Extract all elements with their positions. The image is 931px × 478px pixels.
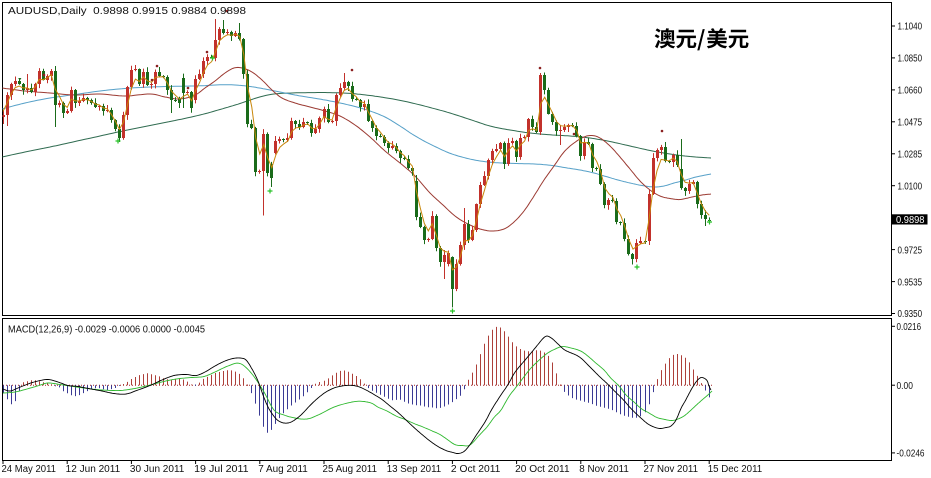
- svg-text:1.0850: 1.0850: [898, 54, 923, 65]
- svg-text:0.00: 0.00: [897, 381, 914, 392]
- svg-text:0.0216: 0.0216: [897, 322, 922, 333]
- svg-text:13 Sep 2011: 13 Sep 2011: [387, 464, 442, 475]
- svg-text:0.9535: 0.9535: [898, 277, 923, 288]
- svg-text:20 Oct 2011: 20 Oct 2011: [515, 464, 570, 475]
- svg-text:15 Dec 2011: 15 Dec 2011: [708, 464, 763, 475]
- svg-text:MACD(12,26,9) -0.0029 -0.0006: MACD(12,26,9) -0.0029 -0.0006 0.0000 -0.…: [8, 324, 205, 335]
- svg-text:AUDUSD,Daily 0.9898 0.9915 0.: AUDUSD,Daily 0.9898 0.9915 0.9884 0.9898: [8, 6, 247, 17]
- svg-text:1.0475: 1.0475: [898, 118, 923, 129]
- svg-text:-0.0246: -0.0246: [897, 449, 925, 460]
- svg-text:19 Jul 2011: 19 Jul 2011: [194, 464, 249, 475]
- svg-text:0.9898: 0.9898: [896, 215, 925, 226]
- svg-text:27 Nov 2011: 27 Nov 2011: [644, 464, 699, 475]
- svg-text:8 Nov 2011: 8 Nov 2011: [579, 464, 629, 475]
- svg-text:30 Jun 2011: 30 Jun 2011: [130, 464, 185, 475]
- svg-text:25 Aug 2011: 25 Aug 2011: [323, 464, 378, 475]
- svg-text:1.0660: 1.0660: [898, 86, 923, 97]
- svg-text:1.1040: 1.1040: [898, 22, 923, 33]
- svg-text:1.0285: 1.0285: [898, 150, 923, 161]
- svg-text:1.0100: 1.0100: [898, 181, 923, 192]
- svg-text:7 Aug 2011: 7 Aug 2011: [258, 464, 308, 475]
- svg-text:0.9725: 0.9725: [898, 245, 923, 256]
- svg-text:24 May 2011: 24 May 2011: [2, 464, 57, 475]
- svg-text:2 Oct 2011: 2 Oct 2011: [451, 464, 501, 475]
- svg-text:12 Jun 2011: 12 Jun 2011: [66, 464, 121, 475]
- svg-text:0.9350: 0.9350: [898, 309, 923, 320]
